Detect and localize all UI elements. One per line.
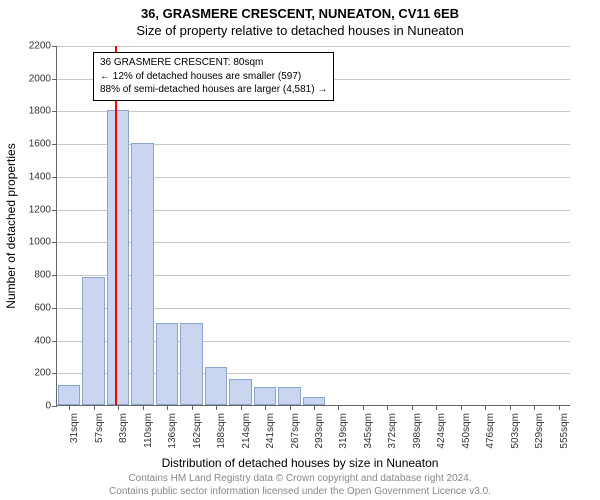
x-tick-mark: [363, 405, 364, 410]
x-tick-label: 214sqm: [241, 413, 252, 449]
y-tick-label: 200: [34, 368, 51, 379]
x-tick-label: 450sqm: [461, 413, 472, 449]
annotation-line3: 88% of semi-detached houses are larger (…: [100, 83, 327, 97]
x-tick-mark: [118, 405, 119, 410]
y-tick-mark: [52, 79, 57, 80]
x-tick-mark: [510, 405, 511, 410]
x-tick-label: 162sqm: [192, 413, 203, 449]
y-tick-label: 1800: [29, 106, 51, 117]
x-tick-label: 424sqm: [436, 413, 447, 449]
histogram-bar: [278, 387, 301, 405]
x-tick-mark: [265, 405, 266, 410]
x-tick-label: 503sqm: [510, 413, 521, 449]
y-tick-label: 2200: [29, 41, 51, 52]
y-tick-mark: [52, 242, 57, 243]
y-tick-label: 1000: [29, 237, 51, 248]
y-tick-label: 2000: [29, 73, 51, 84]
x-tick-label: 110sqm: [143, 413, 154, 448]
y-tick-mark: [52, 210, 57, 211]
y-tick-label: 400: [34, 335, 51, 346]
x-tick-label: 476sqm: [485, 413, 496, 449]
x-tick-label: 398sqm: [412, 413, 423, 449]
title-main: 36, GRASMERE CRESCENT, NUNEATON, CV11 6E…: [0, 0, 600, 21]
histogram-bar: [180, 323, 203, 405]
y-tick-mark: [52, 111, 57, 112]
histogram-bar: [131, 143, 154, 405]
footer-line2: Contains public sector information licen…: [0, 485, 600, 498]
x-tick-mark: [94, 405, 95, 410]
x-tick-label: 293sqm: [314, 413, 325, 449]
x-tick-label: 241sqm: [265, 413, 276, 449]
x-tick-mark: [192, 405, 193, 410]
x-tick-label: 136sqm: [167, 413, 178, 449]
histogram-bar: [58, 385, 81, 405]
annotation-line1: 36 GRASMERE CRESCENT: 80sqm: [100, 56, 327, 70]
y-tick-label: 800: [34, 270, 51, 281]
x-tick-label: 319sqm: [338, 413, 349, 449]
x-tick-mark: [143, 405, 144, 410]
histogram-bar: [82, 277, 105, 405]
x-tick-mark: [216, 405, 217, 410]
x-tick-mark: [559, 405, 560, 410]
y-tick-mark: [52, 341, 57, 342]
histogram-bar: [156, 323, 179, 405]
x-tick-label: 529sqm: [534, 413, 545, 449]
chart-container: 36, GRASMERE CRESCENT, NUNEATON, CV11 6E…: [0, 0, 600, 500]
histogram-bar: [303, 397, 326, 405]
y-axis-label: Number of detached properties: [4, 143, 18, 308]
x-tick-mark: [412, 405, 413, 410]
y-tick-label: 600: [34, 302, 51, 313]
x-tick-label: 372sqm: [387, 413, 398, 449]
y-tick-label: 1600: [29, 139, 51, 150]
x-tick-mark: [461, 405, 462, 410]
x-tick-mark: [290, 405, 291, 410]
x-tick-mark: [436, 405, 437, 410]
x-tick-mark: [167, 405, 168, 410]
y-tick-mark: [52, 308, 57, 309]
y-tick-mark: [52, 46, 57, 47]
title-sub: Size of property relative to detached ho…: [0, 21, 600, 38]
annotation-box: 36 GRASMERE CRESCENT: 80sqm ← 12% of det…: [93, 52, 334, 101]
annotation-line2: ← 12% of detached houses are smaller (59…: [100, 70, 327, 84]
histogram-bar: [229, 379, 252, 405]
x-tick-mark: [241, 405, 242, 410]
y-tick-mark: [52, 177, 57, 178]
chart-plot-area: 36 GRASMERE CRESCENT: 80sqm ← 12% of det…: [56, 46, 570, 406]
y-tick-label: 1200: [29, 204, 51, 215]
footer-line1: Contains HM Land Registry data © Crown c…: [0, 472, 600, 485]
x-tick-mark: [314, 405, 315, 410]
histogram-bar: [205, 367, 228, 405]
x-tick-mark: [534, 405, 535, 410]
histogram-bar: [254, 387, 277, 405]
x-tick-label: 31sqm: [69, 413, 80, 443]
y-tick-mark: [52, 406, 57, 407]
x-tick-mark: [485, 405, 486, 410]
x-tick-mark: [338, 405, 339, 410]
y-tick-label: 0: [45, 401, 51, 412]
x-tick-label: 57sqm: [94, 413, 105, 443]
x-tick-label: 345sqm: [363, 413, 374, 449]
y-tick-mark: [52, 144, 57, 145]
y-tick-mark: [52, 373, 57, 374]
grid-line: [57, 46, 570, 47]
x-axis-label: Distribution of detached houses by size …: [0, 456, 600, 470]
x-tick-label: 267sqm: [290, 413, 301, 449]
footer-attribution: Contains HM Land Registry data © Crown c…: [0, 472, 600, 498]
x-tick-label: 83sqm: [118, 413, 129, 443]
y-tick-mark: [52, 275, 57, 276]
y-tick-label: 1400: [29, 171, 51, 182]
x-tick-label: 555sqm: [559, 413, 570, 449]
x-tick-label: 188sqm: [216, 413, 227, 449]
x-tick-mark: [69, 405, 70, 410]
x-tick-mark: [387, 405, 388, 410]
grid-line: [57, 111, 570, 112]
histogram-bar: [107, 110, 130, 405]
